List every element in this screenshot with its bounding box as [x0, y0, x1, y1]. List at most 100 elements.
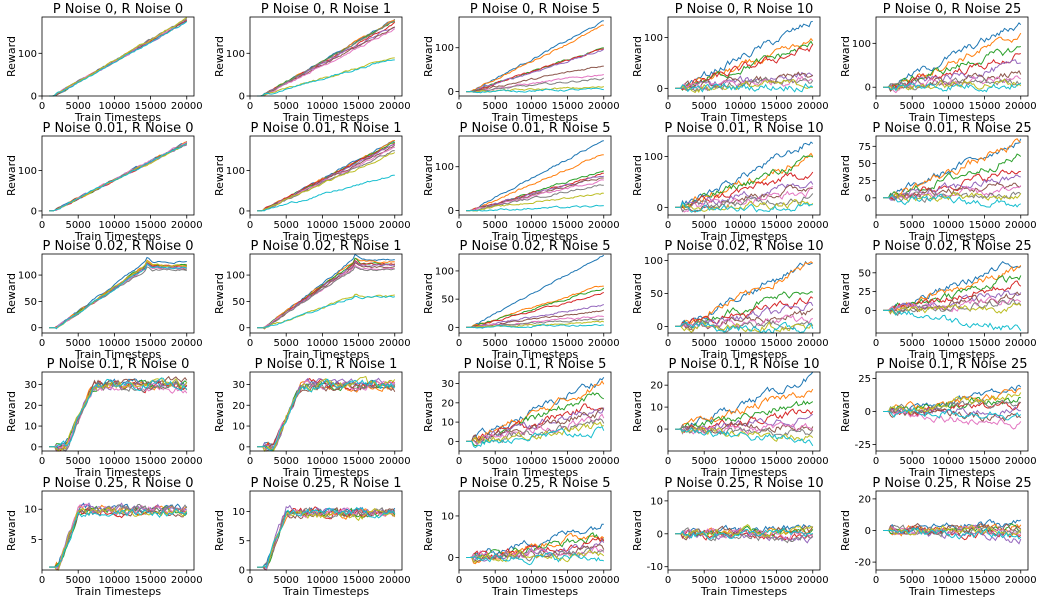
x-tick-label: 15000 [343, 338, 375, 349]
x-tick-label: 15000 [552, 338, 584, 349]
series-line-seed-10 [466, 551, 604, 566]
x-tick-label: 5000 [65, 101, 90, 112]
series-line-seed-8 [675, 424, 814, 436]
subplot-title: P Noise 0, R Noise 1 [261, 2, 391, 17]
y-tick-label: 50 [232, 297, 245, 308]
x-tick-label: 0 [665, 456, 671, 467]
series-line-seed-9 [257, 375, 396, 453]
y-tick-label: 5 [31, 535, 37, 546]
x-tick-label: 5000 [899, 575, 924, 586]
x-tick-label: 5000 [899, 456, 924, 467]
y-tick-label: 30 [441, 379, 454, 390]
series-line-seed-5 [466, 48, 605, 93]
series-line-seed-9 [883, 191, 1022, 203]
x-tick-label: 5000 [482, 338, 507, 349]
y-tick-label: 20 [441, 398, 454, 409]
y-tick-label: 100 [18, 271, 37, 282]
subplot-3-1: P Noise 0.1, R Noise 10 5000 10000 15000 200… [213, 357, 411, 479]
subplot-3-0: P Noise 0.1, R Noise 00 5000 10000 15000 200… [5, 357, 203, 479]
x-tick-label: 15000 [135, 101, 167, 112]
y-tick-label: 10 [24, 422, 37, 433]
subplot-title: P Noise 0.1, R Noise 25 [876, 357, 1027, 372]
y-tick-label: 10 [441, 511, 454, 522]
x-tick-label: 15000 [135, 338, 167, 349]
x-axis-label: Train Timesteps [908, 585, 996, 598]
y-axis-label: Reward [213, 155, 226, 196]
x-tick-label: 5000 [899, 101, 924, 112]
axes-frame [249, 253, 403, 334]
x-tick-label: 10000 [515, 338, 547, 349]
subplot-title: P Noise 0.02, R Noise 5 [459, 239, 610, 254]
y-tick-label: -10 [647, 562, 663, 573]
y-tick-label: 50 [441, 295, 454, 306]
x-tick-label: 10000 [515, 220, 547, 231]
subplot-0-3: P Noise 0, R Noise 10 0 5000 10000 15000 2000… [631, 2, 829, 124]
x-tick-label: 0 [456, 220, 462, 231]
y-tick-label: -20 [855, 558, 871, 569]
series-line-seed-7 [883, 295, 1022, 313]
x-tick-label: 0 [873, 575, 879, 586]
series-line-seed-10 [49, 508, 188, 568]
x-tick-label: 10000 [306, 575, 338, 586]
y-tick-label: 0 [31, 92, 37, 103]
x-axis-label: Train Timesteps [908, 111, 996, 124]
y-tick-label: 75 [858, 142, 871, 153]
y-tick-label: 0 [865, 407, 871, 418]
series-line-seed-1 [466, 140, 604, 212]
y-axis-label: Reward [839, 155, 852, 196]
y-tick-label: 10 [441, 418, 454, 429]
series-line-seed-8 [675, 193, 814, 213]
y-tick-label: 25 [858, 287, 871, 298]
x-tick-label: 0 [456, 101, 462, 112]
x-tick-label: 15000 [343, 220, 375, 231]
x-axis-label: Train Timesteps [491, 230, 579, 243]
series-line-seed-4 [466, 172, 604, 212]
axes-frame [875, 253, 1029, 334]
x-axis-label: Train Timesteps [282, 585, 370, 598]
series-line-seed-5 [883, 174, 1021, 201]
series-line-seed-4 [675, 44, 814, 91]
series-line-seed-1 [49, 141, 188, 212]
y-tick-label: 25 [858, 176, 871, 187]
x-tick-label: 20000 [797, 575, 829, 586]
series-line-seed-7 [49, 382, 188, 449]
x-tick-label: 15000 [761, 220, 793, 231]
y-tick-label: 0 [865, 193, 871, 204]
subplot-2-1: P Noise 0.02, R Noise 1 0 5000 10000 15000 20… [213, 239, 411, 361]
y-tick-label: 0 [448, 206, 454, 217]
series-line-seed-9 [675, 199, 814, 212]
series-line-seed-10 [257, 174, 395, 212]
y-tick-label: 0 [865, 306, 871, 317]
x-tick-label: 5000 [482, 575, 507, 586]
subplot-4-1: P Noise 0.25, R Noise 1 0 5000 10000 15000 20… [213, 476, 411, 598]
axes-frame [458, 490, 612, 571]
series-line-seed-2 [675, 388, 814, 430]
series-line-seed-10 [466, 323, 604, 329]
subplot-title: P Noise 0.01, R Noise 25 [872, 121, 1031, 136]
subplot-0-1: P Noise 0, R Noise 1 0 5000 10000 15000 20000… [213, 2, 411, 124]
x-tick-label: 0 [39, 456, 45, 467]
axes-frame [667, 135, 821, 216]
y-tick-label: 50 [650, 289, 663, 300]
x-tick-label: 5000 [65, 575, 90, 586]
y-axis-label: Reward [839, 273, 852, 314]
series-line-seed-4 [883, 169, 1021, 201]
y-tick-label: 0 [865, 526, 871, 537]
y-tick-label: 0 [657, 529, 663, 540]
axes-frame [458, 253, 612, 334]
series-line-seed-7 [257, 28, 396, 97]
series-line-seed-10 [675, 321, 814, 334]
series-line-seed-7 [675, 185, 814, 213]
series-line-seed-8 [675, 527, 814, 544]
series-line-seed-2 [675, 37, 814, 89]
x-tick-label: 0 [873, 338, 879, 349]
subplot-title: P Noise 0.25, R Noise 1 [250, 476, 401, 491]
x-tick-label: 20000 [1005, 220, 1037, 231]
x-tick-label: 20000 [588, 101, 620, 112]
series-line-seed-10 [883, 83, 1022, 93]
subplot-title: P Noise 0.02, R Noise 1 [250, 239, 401, 254]
y-tick-label: 0 [31, 206, 37, 217]
x-axis-label: Train Timesteps [74, 348, 162, 361]
subplot-1-4: P Noise 0.01, R Noise 25 0 5000 10000 15000 2… [839, 121, 1037, 243]
series-line-seed-10 [675, 201, 813, 213]
